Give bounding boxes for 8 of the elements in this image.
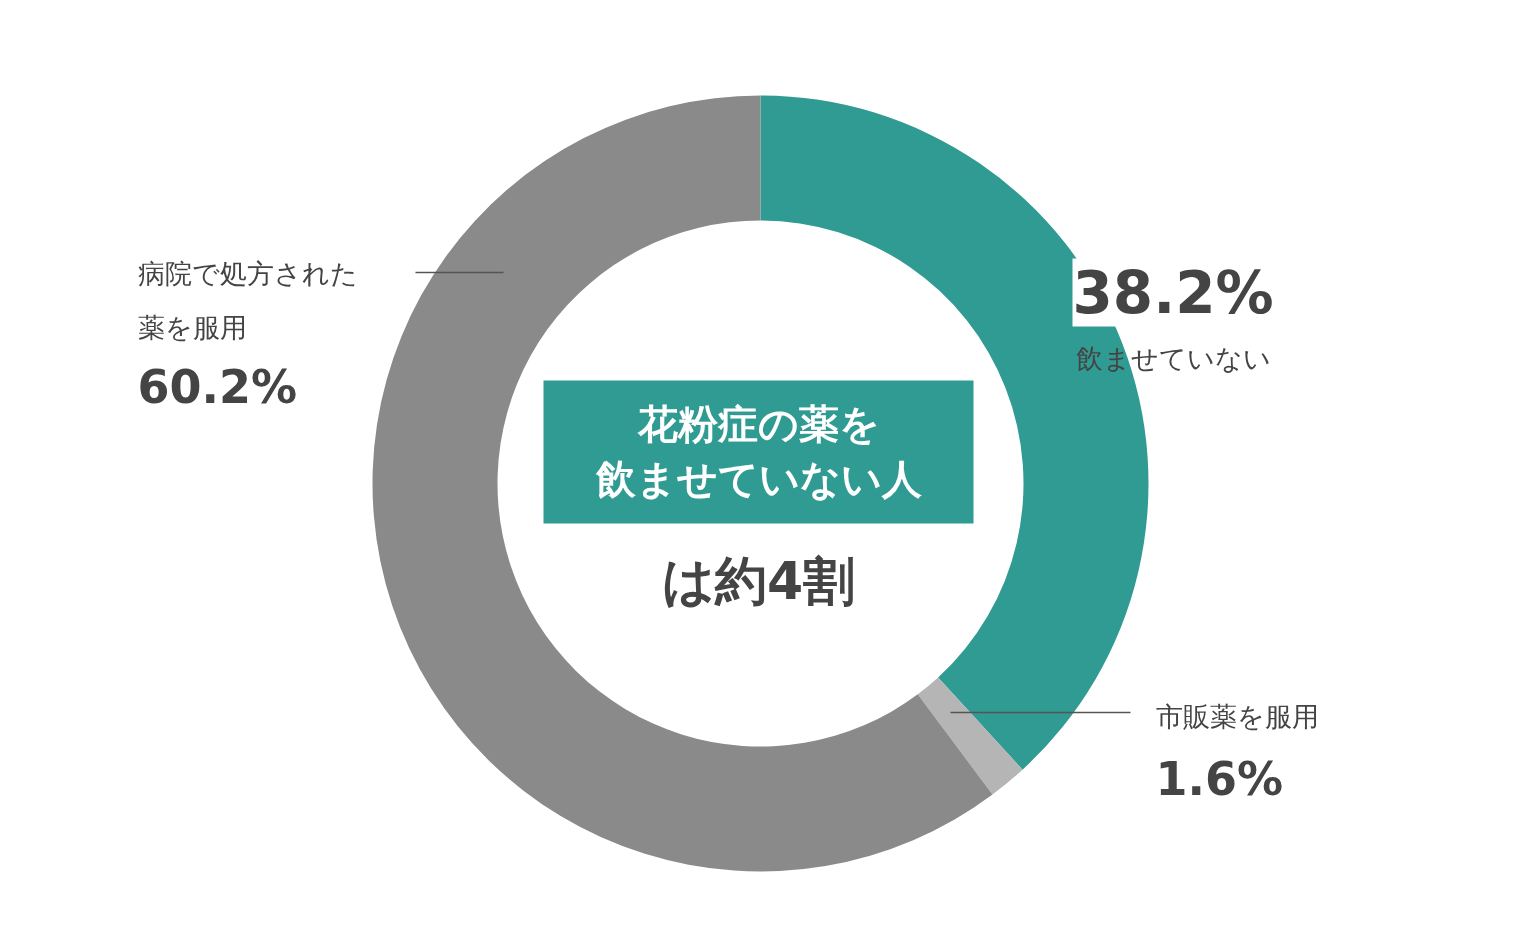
data-label: 1.6% <box>1155 751 1284 806</box>
slice-label: 市販薬を服用 <box>1155 701 1319 732</box>
data-label: 38.2% <box>1072 258 1274 327</box>
text: 花粉症の薬を飲ませていない人 <box>594 400 923 503</box>
text: は約4割 <box>661 550 856 611</box>
slice-label: 飲ませていない <box>1075 343 1271 374</box>
slice-label: 病院で処方された薬を服用 <box>137 257 358 344</box>
data-label: 60.2% <box>137 359 298 414</box>
